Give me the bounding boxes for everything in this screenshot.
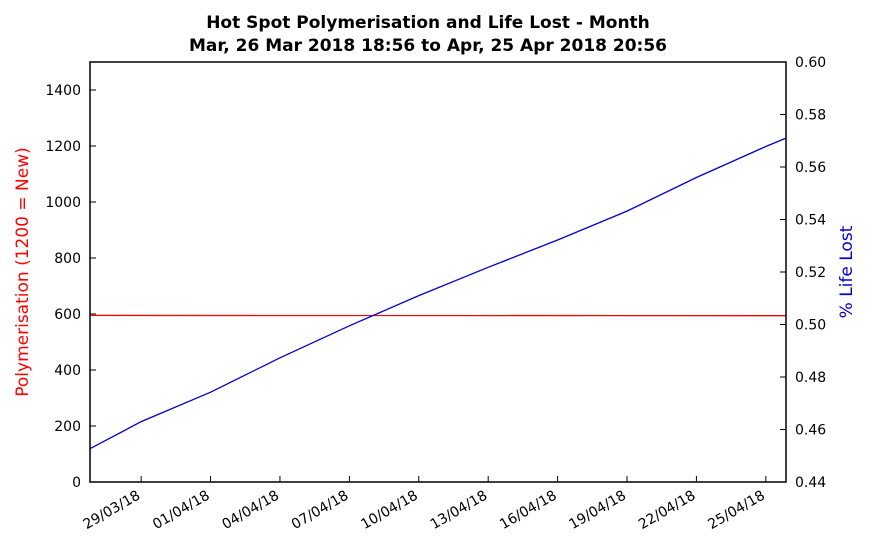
left-y-tick-label: 1200 <box>45 139 81 155</box>
tick-layer: 0 200 400 600 800 1000 1200 1400 0.44 0.46 0.48 0.5… <box>45 55 826 533</box>
left-y-tick-label: 1000 <box>45 195 81 211</box>
x-tick-label: 07/04/18 <box>289 488 351 533</box>
right-y-tick-label: 0.48 <box>795 370 826 386</box>
left-y-tick-label: 800 <box>54 251 81 267</box>
right-y-tick-label: 0.54 <box>795 213 826 229</box>
x-tick-label: 13/04/18 <box>428 488 490 533</box>
right-y-tick-label: 0.56 <box>795 160 826 176</box>
x-tick-label: 22/04/18 <box>636 488 698 533</box>
life-lost-series-line <box>89 137 787 450</box>
plot-frame <box>89 61 787 483</box>
right-y-tick-label: 0.46 <box>795 423 826 439</box>
right-axis-label: % Life Lost <box>837 225 857 318</box>
x-tick-label: 04/04/18 <box>220 488 282 533</box>
left-y-tick-label: 600 <box>54 307 81 323</box>
right-y-tick-label: 0.60 <box>795 55 826 71</box>
chart-subtitle: Mar, 26 Mar 2018 18:56 to Apr, 25 Apr 20… <box>189 36 667 56</box>
left-y-tick-label: 400 <box>54 363 81 379</box>
right-y-tick-label: 0.58 <box>795 108 826 124</box>
series-layer <box>89 137 787 450</box>
right-y-tick-label: 0.52 <box>795 265 826 281</box>
x-tick-label: 01/04/18 <box>150 488 212 533</box>
left-axis-label: Polymerisation (1200 = New) <box>13 147 33 396</box>
x-tick-label: 29/03/18 <box>81 488 143 533</box>
right-y-tick-label: 0.44 <box>795 475 826 491</box>
left-y-tick-label: 1400 <box>45 83 81 99</box>
left-y-tick-label: 0 <box>72 475 81 491</box>
x-tick-label: 16/04/18 <box>497 488 559 533</box>
x-tick-label: 10/04/18 <box>358 488 420 533</box>
left-y-tick-label: 200 <box>54 419 81 435</box>
right-y-tick-label: 0.50 <box>795 318 826 334</box>
x-tick-label: 19/04/18 <box>567 488 629 533</box>
x-tick-label: 25/04/18 <box>705 488 767 533</box>
chart-title: Hot Spot Polymerisation and Life Lost - … <box>206 13 650 33</box>
